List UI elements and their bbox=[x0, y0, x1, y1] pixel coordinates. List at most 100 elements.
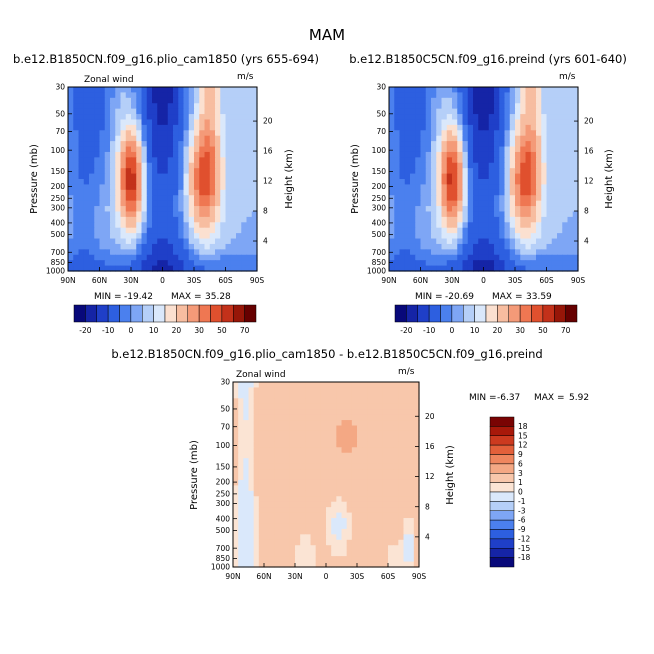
field-cell bbox=[141, 249, 148, 256]
field-cell bbox=[300, 501, 306, 508]
field-cell bbox=[248, 469, 255, 476]
field-cell bbox=[225, 179, 232, 186]
field-cell bbox=[300, 382, 306, 389]
field-cell bbox=[425, 211, 432, 218]
field-cell bbox=[404, 249, 411, 256]
field-cell bbox=[382, 398, 389, 405]
field-cell bbox=[238, 398, 244, 405]
field-cell bbox=[162, 222, 169, 229]
colorbar-label: 1 bbox=[518, 478, 523, 487]
field-cell bbox=[225, 238, 232, 245]
field-cell bbox=[251, 92, 258, 99]
field-cell bbox=[125, 114, 132, 121]
field-cell bbox=[420, 97, 427, 104]
field-cell bbox=[431, 249, 437, 256]
colorbar-swatch bbox=[153, 304, 166, 323]
field-cell bbox=[494, 195, 500, 202]
field-cell bbox=[425, 151, 432, 158]
field-cell bbox=[289, 518, 296, 525]
field-cell bbox=[243, 420, 250, 427]
field-cell bbox=[398, 469, 405, 476]
field-cell bbox=[467, 238, 474, 245]
field-cell bbox=[236, 206, 242, 213]
field-cell bbox=[220, 124, 227, 131]
field-cell bbox=[279, 392, 286, 399]
field-cell bbox=[120, 103, 127, 110]
field-cell bbox=[274, 452, 281, 459]
field-cell bbox=[413, 507, 420, 514]
field-cell bbox=[499, 227, 506, 234]
field-cell bbox=[104, 135, 111, 142]
field-cell bbox=[225, 168, 232, 175]
field-cell bbox=[452, 195, 458, 202]
field-cell bbox=[326, 382, 332, 389]
field-cell bbox=[382, 409, 389, 416]
field-cell bbox=[462, 216, 469, 223]
field-cell bbox=[541, 265, 548, 272]
field-cell bbox=[394, 162, 401, 169]
field-cell bbox=[351, 496, 358, 503]
field-cell bbox=[131, 157, 137, 164]
field-cell bbox=[243, 441, 250, 448]
field-cell bbox=[388, 463, 394, 470]
field-cell bbox=[269, 518, 275, 525]
field-cell bbox=[394, 249, 401, 256]
field-cell bbox=[230, 157, 237, 164]
field-cell bbox=[188, 151, 195, 158]
field-cell bbox=[483, 260, 490, 267]
field-cell bbox=[425, 238, 432, 245]
field-cell bbox=[536, 222, 542, 229]
field-cell bbox=[520, 216, 527, 223]
field-cell bbox=[136, 97, 143, 104]
field-cell bbox=[246, 211, 253, 218]
field-cell bbox=[162, 87, 169, 94]
pressure-tick-label: 1000 bbox=[211, 563, 230, 572]
field-cell bbox=[410, 260, 416, 267]
field-cell bbox=[393, 523, 399, 530]
field-cell bbox=[425, 189, 432, 196]
field-cell bbox=[546, 195, 553, 202]
field-cell bbox=[393, 534, 399, 541]
colorbar-swatch bbox=[406, 304, 418, 323]
field-cell bbox=[215, 254, 221, 261]
field-cell bbox=[269, 398, 275, 405]
field-cell bbox=[467, 233, 474, 240]
field-cell bbox=[251, 173, 258, 180]
field-cell bbox=[499, 130, 506, 137]
field-cell bbox=[136, 130, 143, 137]
field-cell bbox=[499, 103, 506, 110]
field-cell bbox=[525, 227, 532, 234]
field-cell bbox=[515, 135, 521, 142]
field-cell bbox=[125, 254, 132, 261]
field-cell bbox=[94, 179, 101, 186]
field-cell bbox=[209, 151, 216, 158]
field-cell bbox=[230, 108, 237, 115]
field-cell bbox=[89, 92, 95, 99]
field-cell bbox=[557, 195, 563, 202]
field-cell bbox=[567, 179, 574, 186]
field-cell bbox=[541, 162, 548, 169]
field-cell bbox=[567, 260, 574, 267]
pressure-tick-label: 30 bbox=[220, 378, 230, 387]
field-cell bbox=[233, 561, 239, 568]
field-cell bbox=[204, 200, 211, 207]
field-cell bbox=[415, 103, 422, 110]
colorbar-swatch bbox=[519, 304, 532, 323]
field-cell bbox=[525, 157, 532, 164]
field-cell bbox=[141, 130, 148, 137]
panel-3-field-label: Zonal wind bbox=[236, 370, 286, 380]
field-cell bbox=[104, 184, 111, 191]
field-cell bbox=[162, 216, 169, 223]
field-cell bbox=[467, 211, 474, 218]
field-cell bbox=[425, 124, 432, 131]
field-cell bbox=[478, 260, 485, 267]
field-cell bbox=[551, 265, 558, 272]
field-cell bbox=[367, 528, 374, 535]
field-cell bbox=[305, 382, 312, 389]
field-cell bbox=[457, 124, 464, 131]
field-cell bbox=[441, 211, 448, 218]
field-cell bbox=[388, 496, 394, 503]
field-cell bbox=[230, 206, 237, 213]
field-cell bbox=[99, 211, 106, 218]
field-cell bbox=[462, 200, 469, 207]
